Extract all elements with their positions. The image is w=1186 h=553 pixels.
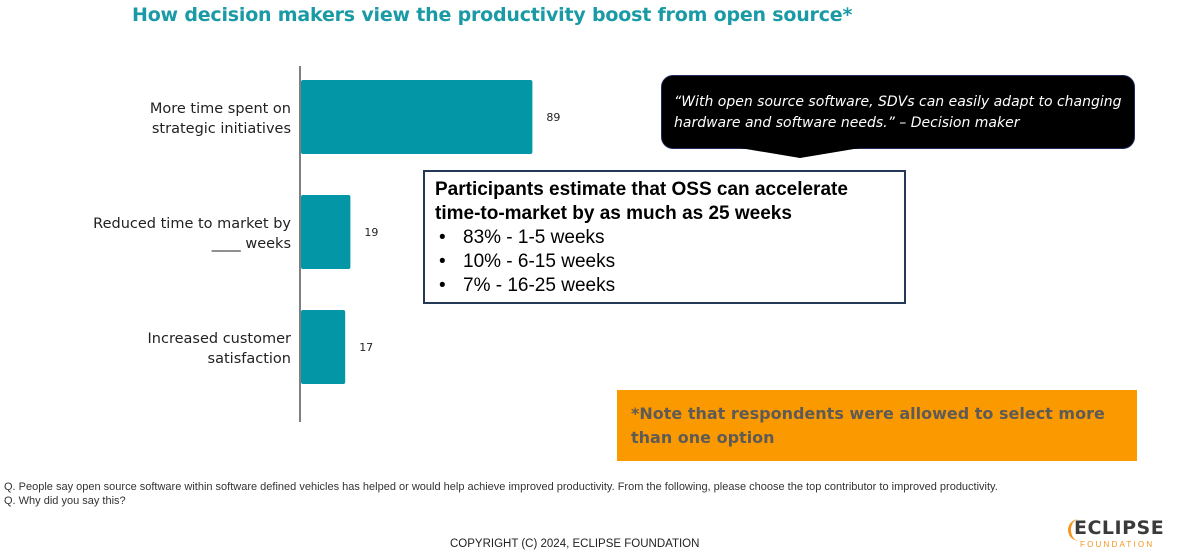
callout-item: • 7% - 16-25 weeks <box>435 274 894 298</box>
callout-item: • 83% - 1-5 weeks <box>435 226 894 250</box>
bar-chart: 89 More time spent on strategic initiative… <box>93 66 560 422</box>
callout-heading: Participants estimate that OSS can accel… <box>435 179 848 224</box>
category-label-2: Increased customer satisfaction <box>148 331 291 367</box>
data-label-2: 17 <box>359 341 373 354</box>
eclipse-arc-icon <box>1068 519 1082 541</box>
note-box: *Note that respondents were allowed to s… <box>617 390 1137 461</box>
quote-bubble-tail <box>740 148 860 158</box>
bullet-icon: • <box>439 227 446 248</box>
logo-subtitle: FOUNDATION <box>1080 540 1155 549</box>
survey-question-2: Q. Why did you say this? <box>4 495 126 507</box>
logo-wordmark: ECLIPSE <box>1074 517 1165 539</box>
bar-0 <box>301 80 533 154</box>
bar-1 <box>301 195 351 269</box>
data-label-0: 89 <box>546 111 560 124</box>
note-text: *Note that respondents were allowed to s… <box>631 404 1105 447</box>
bullet-icon: • <box>439 275 446 296</box>
chart-title: How decision makers view the productivit… <box>132 4 853 26</box>
bullet-icon: • <box>439 251 446 272</box>
eclipse-foundation-logo: ECLIPSE FOUNDATION <box>1068 517 1178 553</box>
time-to-market-callout: Participants estimate that OSS can accel… <box>423 170 906 304</box>
category-label-1: Reduced time to market by ____ weeks <box>93 216 291 252</box>
callout-list: • 83% - 1-5 weeks • 10% - 6-15 weeks • 7% -… <box>435 226 894 298</box>
bars-layer: 89 More time spent on strategic initiative… <box>93 80 560 384</box>
category-label-0: More time spent on strategic initiatives <box>150 101 291 137</box>
survey-question-1: Q. People say open source software withi… <box>4 481 998 493</box>
callout-item: • 10% - 6-15 weeks <box>435 250 894 274</box>
bar-2 <box>301 310 346 384</box>
copyright-text: COPYRIGHT (C) 2024, ECLIPSE FOUNDATION <box>450 538 700 550</box>
quote-text: “With open source software, SDVs can eas… <box>674 94 1122 131</box>
data-label-1: 19 <box>364 226 378 239</box>
quote-bubble: “With open source software, SDVs can eas… <box>661 75 1135 149</box>
